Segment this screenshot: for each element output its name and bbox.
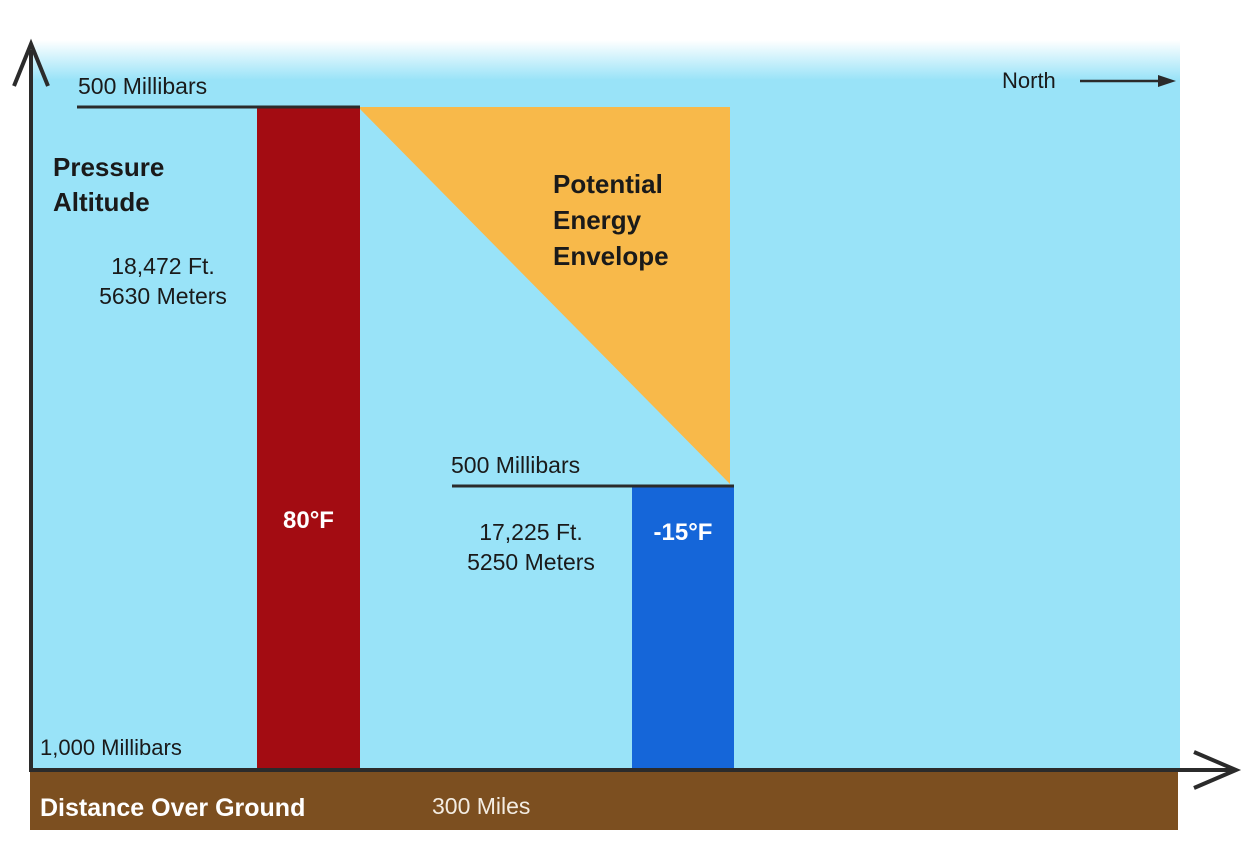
right-height-ft: 17,225 Ft.	[479, 519, 583, 545]
envelope-label-line3: Envelope	[553, 241, 669, 271]
right-height-m: 5250 Meters	[467, 549, 595, 575]
warm-air-column	[257, 107, 360, 770]
y-axis-title-line1: Pressure	[53, 152, 165, 182]
sky-top-fade	[30, 40, 1180, 80]
cold-air-column	[632, 486, 734, 770]
y-axis-title-line2: Altitude	[53, 187, 150, 217]
lower-level-label: 500 Millibars	[451, 452, 581, 478]
x-axis-title: Distance Over Ground	[40, 794, 306, 822]
y-axis-arrowhead	[12, 38, 50, 87]
warm-temp-label: 80°F	[283, 507, 334, 534]
north-arrow-head	[1158, 75, 1176, 87]
x-axis-arrowhead	[1193, 750, 1242, 790]
surface-level-label: 1,000 Millibars	[40, 735, 182, 760]
envelope-label-line2: Energy	[553, 205, 642, 235]
ground-band	[30, 770, 1178, 830]
distance-label: 300 Miles	[432, 793, 531, 819]
left-height-m: 5630 Meters	[99, 283, 227, 309]
envelope-label-line1: Potential	[553, 169, 663, 199]
cold-temp-label: -15°F	[653, 519, 713, 546]
left-height-ft: 18,472 Ft.	[111, 253, 215, 279]
upper-level-label: 500 Millibars	[78, 73, 208, 99]
north-label: North	[1002, 68, 1056, 93]
potential-energy-envelope	[358, 107, 730, 484]
